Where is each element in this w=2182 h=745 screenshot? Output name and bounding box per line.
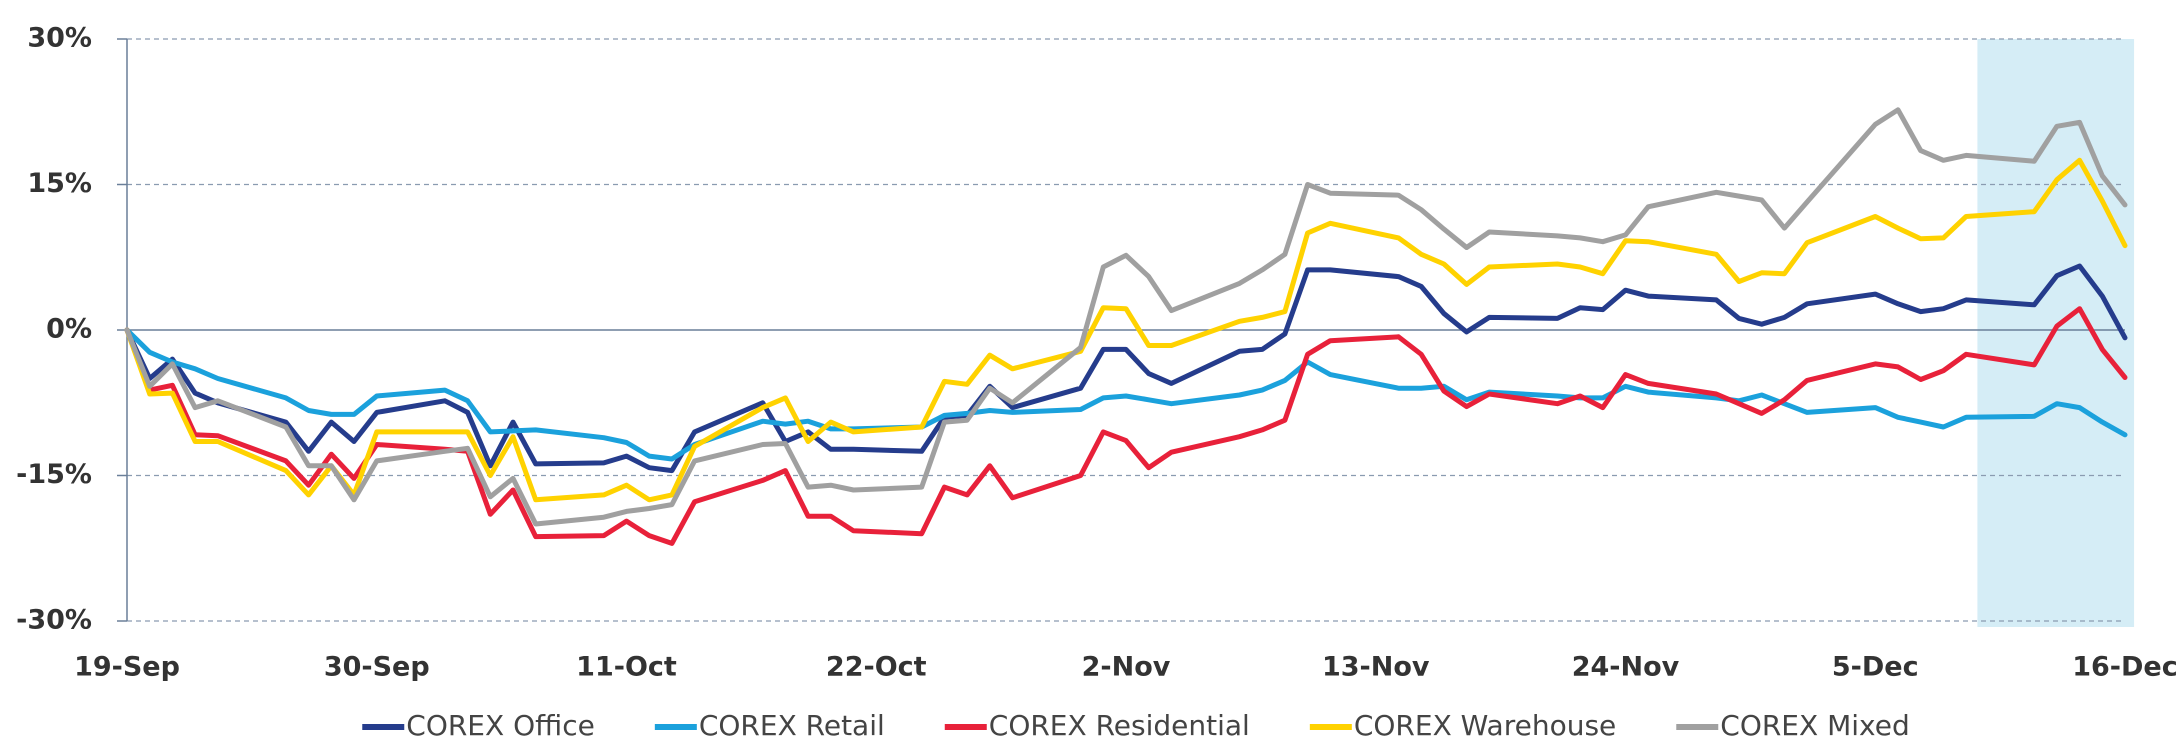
y-tick-label: 0% bbox=[46, 314, 92, 345]
y-tick-label: 15% bbox=[27, 168, 92, 199]
legend-label: COREX Mixed bbox=[1720, 709, 1909, 742]
legend-label: COREX Warehouse bbox=[1354, 709, 1616, 742]
series-line bbox=[124, 107, 2128, 527]
x-tick-label: 2-Nov bbox=[1082, 652, 1171, 683]
x-tick-label: 5-Dec bbox=[1832, 652, 1919, 683]
x-tick-label: 30-Sep bbox=[324, 652, 430, 683]
series-line bbox=[124, 157, 2128, 503]
x-tick-label: 19-Sep bbox=[74, 652, 180, 683]
y-tick-label: -30% bbox=[16, 605, 92, 636]
x-tick-label: 13-Nov bbox=[1322, 652, 1430, 683]
x-tick-label: 22-Oct bbox=[826, 652, 927, 683]
legend: COREX Office COREX Retail COREX Residentia… bbox=[362, 709, 1910, 742]
series-line bbox=[124, 306, 2128, 546]
x-tick-label: 16-Dec bbox=[2072, 652, 2178, 683]
legend-label: COREX Office bbox=[406, 709, 595, 742]
y-tick-label: -15% bbox=[16, 459, 92, 490]
legend-label: COREX Residential bbox=[989, 709, 1250, 742]
x-tick-label: 24-Nov bbox=[1572, 652, 1680, 683]
series-line bbox=[124, 263, 2128, 474]
series-line bbox=[124, 327, 2128, 462]
legend-label: COREX Retail bbox=[699, 709, 885, 742]
x-tick-label: 11-Oct bbox=[576, 652, 677, 683]
y-tick-label: 30% bbox=[27, 23, 92, 54]
